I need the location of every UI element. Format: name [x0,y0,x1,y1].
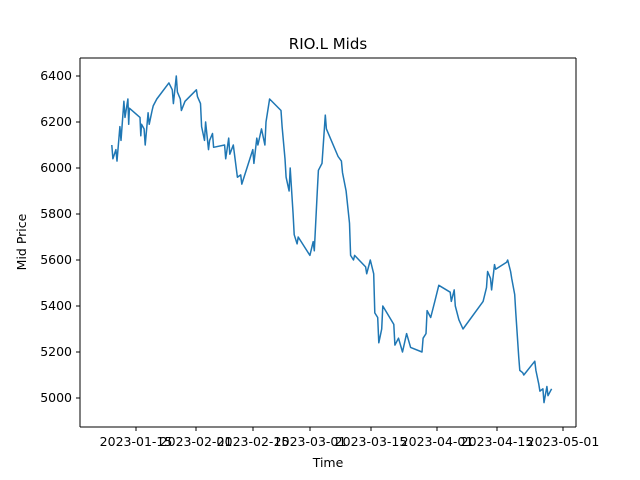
x-tick-label: 2023-03-01 [274,434,347,449]
y-tick-label: 5800 [40,206,72,221]
y-tick-label: 5200 [40,344,72,359]
x-tick-label: 2023-04-15 [461,434,534,449]
x-tick-label: 2023-01-15 [100,434,173,449]
x-tick-label: 2023-05-01 [527,434,600,449]
y-tick-label: 6200 [40,114,72,129]
x-tick-label: 2023-03-15 [335,434,408,449]
y-tick-label: 6400 [40,68,72,83]
y-axis-ticks: 5000 5200 5400 5600 5800 6000 6200 6400 [40,68,80,405]
y-tick-label: 6000 [40,160,72,175]
x-axis-ticks: 2023-01-15 2023-02-01 2023-02-15 2023-03… [100,427,600,449]
y-tick-label: 5000 [40,390,72,405]
x-tick-label: 2023-04-01 [401,434,474,449]
plot-area [80,58,576,427]
y-tick-label: 5600 [40,252,72,267]
x-tick-label: 2023-02-01 [160,434,233,449]
axes-frame [79,57,577,428]
series-layer [111,75,553,404]
chart-title: RIO.L Mids [289,35,368,53]
x-axis-label: Time [312,455,344,470]
y-tick-label: 5400 [40,298,72,313]
x-tick-label: 2023-02-15 [217,434,290,449]
series-line [111,75,553,404]
y-axis-label: Mid Price [14,213,29,270]
